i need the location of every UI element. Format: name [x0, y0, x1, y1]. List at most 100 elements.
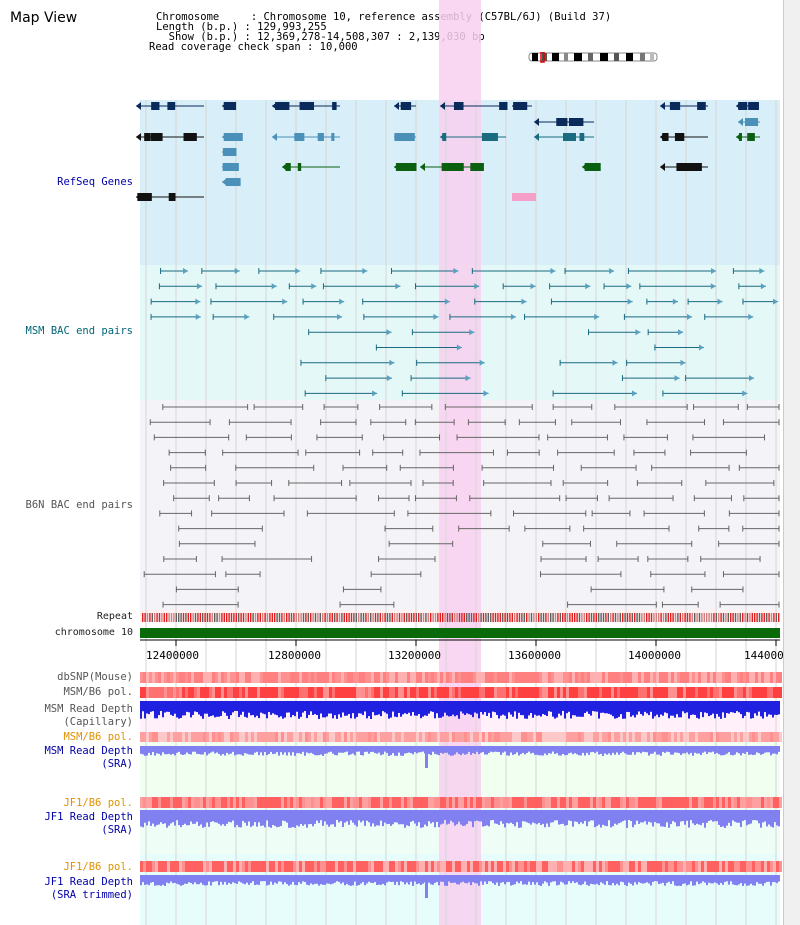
gene-exon — [453, 102, 464, 110]
bac-end-arrow — [479, 359, 485, 366]
dbsnp-track — [140, 672, 782, 683]
bac-end-arrow — [465, 375, 471, 382]
jf1-b6-pol-label[interactable]: JF1/B6 pol. — [63, 797, 133, 809]
msm-b6-pol-label[interactable]: MSM/B6 pol. — [63, 686, 133, 698]
bac-end-arrow — [311, 283, 317, 290]
msm-b6-pol-track — [140, 687, 782, 698]
gene-exon — [150, 133, 163, 141]
gene-strand-arrow — [272, 102, 277, 110]
jf1-b6-pol-label-2[interactable]: JF1/B6 pol. — [63, 861, 133, 873]
jf1-read-depth-label[interactable]: JF1 Read Depth — [44, 811, 133, 823]
map-view-title: Map View — [10, 10, 78, 26]
bac-end-arrow — [337, 313, 343, 320]
gene-exon — [556, 118, 568, 126]
gene-exon — [223, 133, 232, 141]
refseq-track-label[interactable]: RefSeq Genes — [57, 176, 133, 188]
gene-exon — [227, 178, 233, 186]
gene-strand-arrow — [512, 102, 517, 110]
gene-exon — [481, 133, 493, 141]
gene-exon — [294, 133, 305, 141]
msm-read-depth-sra-label[interactable]: MSM Read Depth — [44, 745, 133, 757]
bac-end-arrow — [510, 313, 516, 320]
gene-strand-arrow — [534, 133, 539, 141]
gene-strand-arrow — [136, 193, 141, 201]
msm-b6-pol-label-2[interactable]: MSM/B6 pol. — [63, 731, 133, 743]
jf1-read-depth-trim-label[interactable]: JF1 Read Depth — [44, 876, 133, 888]
gene-exon — [170, 102, 176, 110]
gene-exon — [331, 133, 335, 141]
gene-exon — [297, 163, 302, 171]
gene-exon — [395, 163, 410, 171]
bac-end-arrow — [456, 344, 462, 351]
axis-tick-label: 13200000 — [388, 649, 441, 662]
jf1-read-depth-sra-track — [140, 810, 780, 828]
gene-highlight-block — [512, 193, 536, 201]
vertical-scrollbar[interactable] — [783, 0, 800, 925]
chromosome-bar — [140, 628, 780, 638]
gene-exon — [441, 163, 451, 171]
bac-end-arrow — [594, 313, 600, 320]
bac-end-arrow — [244, 313, 250, 320]
bac-end-arrow — [386, 375, 392, 382]
gene-exon — [680, 133, 685, 141]
gene-strand-arrow — [282, 163, 287, 171]
jf1-read-depth-sublabel: (SRA) — [101, 824, 133, 836]
jf1-b6-pol-track-2 — [140, 861, 782, 872]
bac-end-arrow — [609, 268, 615, 274]
bac-end-arrow — [585, 283, 591, 290]
bac-end-arrow — [550, 268, 556, 274]
msm-read-depth-cap-sublabel: (Capillary) — [63, 716, 133, 728]
gene-exon — [151, 102, 160, 110]
gene-exon — [678, 163, 693, 171]
bac-end-arrow — [469, 329, 475, 336]
gene-exon — [285, 163, 291, 171]
axis-tick-label: 12400000 — [146, 649, 199, 662]
bac-end-arrow — [626, 283, 632, 290]
gene-strand-arrow — [440, 133, 445, 141]
gene-exon — [748, 102, 759, 110]
b6n-bac-track-label[interactable]: B6N BAC end pairs — [25, 499, 133, 511]
gene-exon — [445, 163, 460, 171]
gene-exon — [747, 133, 752, 141]
gene-exon — [568, 118, 584, 126]
bac-end-arrow — [711, 268, 717, 274]
gene-strand-arrow — [272, 133, 277, 141]
gene-strand-arrow — [222, 102, 227, 110]
bac-end-arrow — [483, 390, 489, 397]
gene-strand-arrow — [222, 133, 227, 141]
bac-end-arrow — [674, 375, 680, 382]
repeat-track-label: Repeat — [96, 611, 133, 622]
bac-end-arrow — [687, 313, 693, 320]
msm-bac-track-label[interactable]: MSM BAC end pairs — [25, 325, 133, 337]
bac-end-arrow — [282, 298, 288, 305]
gene-exon — [275, 102, 290, 110]
bac-end-arrow — [760, 283, 766, 290]
gene-strand-arrow — [394, 133, 399, 141]
msm-read-depth-sra-track — [140, 746, 780, 768]
bac-end-arrow — [678, 329, 684, 336]
gene-exon — [563, 133, 576, 141]
gene-strand-arrow — [136, 133, 141, 141]
gene-exon — [168, 193, 176, 201]
bac-end-arrow — [631, 390, 637, 397]
gene-exon — [408, 133, 415, 141]
gene-exon — [669, 102, 681, 110]
gene-strand-arrow — [660, 102, 665, 110]
bac-end-arrow — [433, 313, 439, 320]
bac-end-arrow — [453, 268, 459, 274]
gene-strand-arrow — [736, 102, 741, 110]
jf1-b6-pol-track — [140, 797, 782, 808]
gene-exon — [144, 133, 151, 141]
chromosome-ideogram[interactable] — [528, 52, 660, 64]
gene-strand-arrow — [420, 163, 425, 171]
gene-exon — [225, 178, 241, 186]
gene-strand-arrow — [394, 163, 399, 171]
gene-exon — [585, 163, 599, 171]
dbsnp-track-label[interactable]: dbSNP(Mouse) — [57, 671, 133, 683]
bac-end-arrow — [295, 268, 301, 274]
gene-strand-arrow — [738, 118, 743, 126]
bac-end-arrow — [627, 298, 633, 305]
bac-end-arrow — [680, 359, 686, 366]
msm-read-depth-cap-label[interactable]: MSM Read Depth — [44, 703, 133, 715]
